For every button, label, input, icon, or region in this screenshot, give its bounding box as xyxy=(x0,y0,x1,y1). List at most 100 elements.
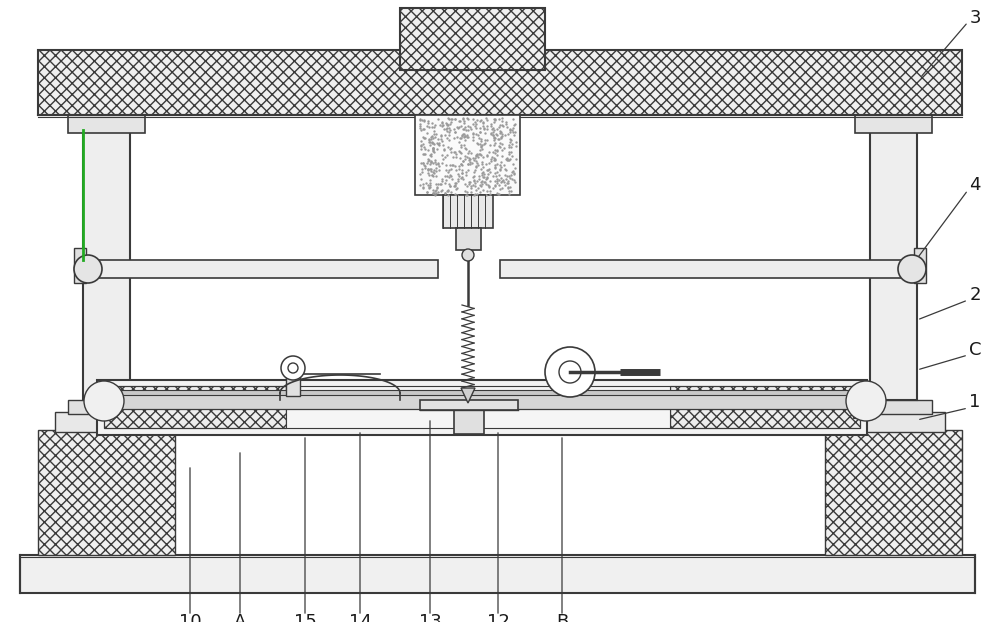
Point xyxy=(414,114,430,124)
Point xyxy=(416,132,432,142)
Point xyxy=(497,170,513,180)
Point xyxy=(487,154,503,164)
Point xyxy=(485,183,501,193)
Point xyxy=(466,167,482,177)
Point xyxy=(421,183,437,193)
Point xyxy=(452,116,468,126)
Point xyxy=(469,151,485,160)
Circle shape xyxy=(74,255,102,283)
Point xyxy=(496,160,512,170)
Point xyxy=(445,160,461,170)
Point xyxy=(484,152,500,162)
Point xyxy=(449,132,465,142)
Point xyxy=(453,142,469,152)
Point xyxy=(479,151,495,160)
Point xyxy=(437,178,453,188)
Point xyxy=(497,164,513,174)
Point xyxy=(489,176,505,186)
Bar xyxy=(104,398,112,410)
Point xyxy=(454,160,470,170)
Point xyxy=(428,188,444,198)
Point xyxy=(428,159,444,169)
Point xyxy=(475,117,491,127)
Point xyxy=(452,147,468,157)
Point xyxy=(468,151,484,160)
Bar xyxy=(55,412,158,432)
Point xyxy=(460,159,476,169)
Point xyxy=(420,180,436,190)
Point xyxy=(437,152,453,162)
Point xyxy=(500,179,516,188)
Point xyxy=(499,154,515,164)
Point xyxy=(453,140,469,150)
Point xyxy=(417,161,433,171)
Point xyxy=(489,146,505,156)
Point xyxy=(486,153,502,163)
Bar xyxy=(556,367,584,383)
Point xyxy=(487,163,503,173)
Point xyxy=(440,190,456,200)
Point xyxy=(467,178,483,188)
Point xyxy=(422,182,438,192)
Point xyxy=(451,146,467,156)
Point xyxy=(500,177,516,187)
Point xyxy=(437,129,453,139)
Point xyxy=(483,156,499,166)
Point xyxy=(460,149,476,159)
Point xyxy=(487,114,503,124)
Point xyxy=(442,125,458,135)
Point xyxy=(415,179,431,189)
Point xyxy=(485,123,501,133)
Point xyxy=(486,140,502,150)
Bar xyxy=(670,386,860,428)
Point xyxy=(455,114,471,124)
Point xyxy=(458,190,474,200)
Point xyxy=(485,130,501,140)
Point xyxy=(453,159,469,169)
Point xyxy=(505,159,521,169)
Point xyxy=(502,154,518,164)
Point xyxy=(483,129,499,139)
Point xyxy=(481,147,497,157)
Point xyxy=(498,154,514,164)
Bar xyxy=(420,400,518,410)
Point xyxy=(466,175,482,185)
Point xyxy=(454,172,470,182)
Point xyxy=(457,154,473,164)
Point xyxy=(494,139,510,149)
Point xyxy=(475,185,491,195)
Point xyxy=(425,167,441,177)
Point xyxy=(492,160,508,170)
Point xyxy=(493,127,509,137)
Point xyxy=(501,186,517,196)
Point xyxy=(430,187,446,197)
Point xyxy=(475,172,491,182)
Point xyxy=(462,122,478,132)
Bar xyxy=(38,50,962,115)
Point xyxy=(486,117,502,127)
Point xyxy=(507,119,523,129)
Text: 4: 4 xyxy=(969,176,981,194)
Point xyxy=(470,152,486,162)
Point xyxy=(458,167,474,177)
Point xyxy=(425,143,441,153)
Point xyxy=(433,134,449,144)
Point xyxy=(426,129,442,139)
Point xyxy=(501,156,517,165)
Point xyxy=(468,151,484,160)
Point xyxy=(503,170,519,180)
Point xyxy=(447,147,463,157)
Point xyxy=(457,131,473,141)
Point xyxy=(433,131,449,141)
Point xyxy=(468,119,484,129)
Point xyxy=(419,158,435,168)
Point xyxy=(431,162,447,172)
Point xyxy=(486,125,502,135)
Point xyxy=(434,136,450,146)
Point xyxy=(478,179,494,189)
Point xyxy=(486,133,502,143)
Text: C: C xyxy=(969,341,981,359)
Bar xyxy=(286,374,300,396)
Point xyxy=(423,156,439,166)
Point xyxy=(471,134,487,144)
